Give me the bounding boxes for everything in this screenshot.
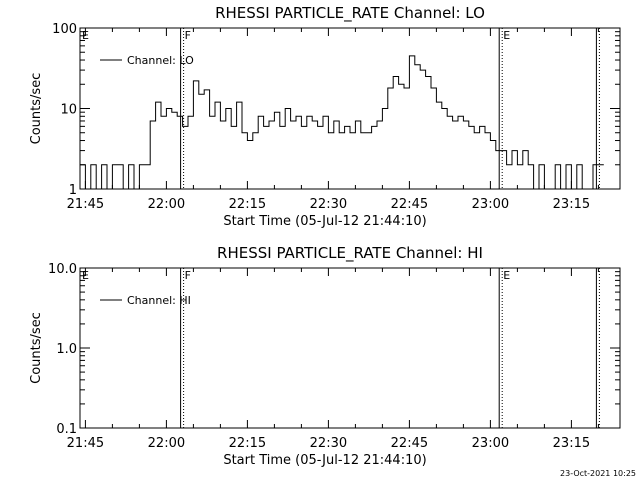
y-tick-label: 10.0	[48, 262, 77, 277]
x-tick-label: 22:00	[148, 197, 185, 212]
y-tick-label: 1.0	[56, 342, 77, 357]
x-tick-label: 22:45	[391, 197, 428, 212]
chart-title: RHESSI PARTICLE_RATE Channel: LO	[215, 4, 485, 23]
y-tick-label: 0.1	[56, 422, 77, 437]
x-tick-label: 23:00	[472, 197, 509, 212]
y-axis-label: Counts/sec	[29, 73, 44, 145]
legend-label: Channel: LO	[127, 54, 194, 67]
x-tick-label: 23:00	[472, 436, 509, 451]
x-tick-label: 22:45	[391, 436, 428, 451]
chart-panel-2: RHESSI PARTICLE_RATE Channel: HI 21:45 22:…	[29, 244, 621, 468]
marker-label: E	[503, 29, 510, 42]
y-tick-label: 100	[52, 22, 77, 37]
x-tick-label: 21:45	[67, 197, 104, 212]
x-tick-label: 22:30	[310, 197, 347, 212]
x-tick-label: 21:45	[67, 436, 104, 451]
x-tick-label: 22:30	[310, 436, 347, 451]
x-tick-label: 23:15	[553, 436, 590, 451]
x-tick-label: 23:15	[553, 197, 590, 212]
plot-frame	[79, 267, 621, 429]
chart-title: RHESSI PARTICLE_RATE Channel: HI	[217, 244, 483, 263]
timestamp: 23-Oct-2021 10:25	[560, 469, 636, 478]
marker-label: E	[82, 269, 89, 282]
x-axis-label: Start Time (05-Jul-12 21:44:10)	[223, 453, 426, 468]
marker-label: F	[185, 269, 191, 282]
y-axis-label: Counts/sec	[29, 312, 44, 384]
legend-label: Channel: HI	[127, 294, 191, 307]
marker-label: F	[185, 29, 191, 42]
chart-panel-1: RHESSI PARTICLE_RATE Channel: LO 21:45 22:…	[29, 4, 621, 229]
x-tick-label: 22:00	[148, 436, 185, 451]
x-axis-label: Start Time (05-Jul-12 21:44:10)	[223, 214, 426, 229]
y-tick-label: 10	[60, 103, 77, 118]
marker-label: E	[82, 29, 89, 42]
y-tick-label: 1	[69, 183, 77, 198]
series-line	[80, 55, 604, 190]
x-tick-label: 22:15	[229, 436, 266, 451]
x-tick-label: 22:15	[229, 197, 266, 212]
marker-label: E	[503, 269, 510, 282]
